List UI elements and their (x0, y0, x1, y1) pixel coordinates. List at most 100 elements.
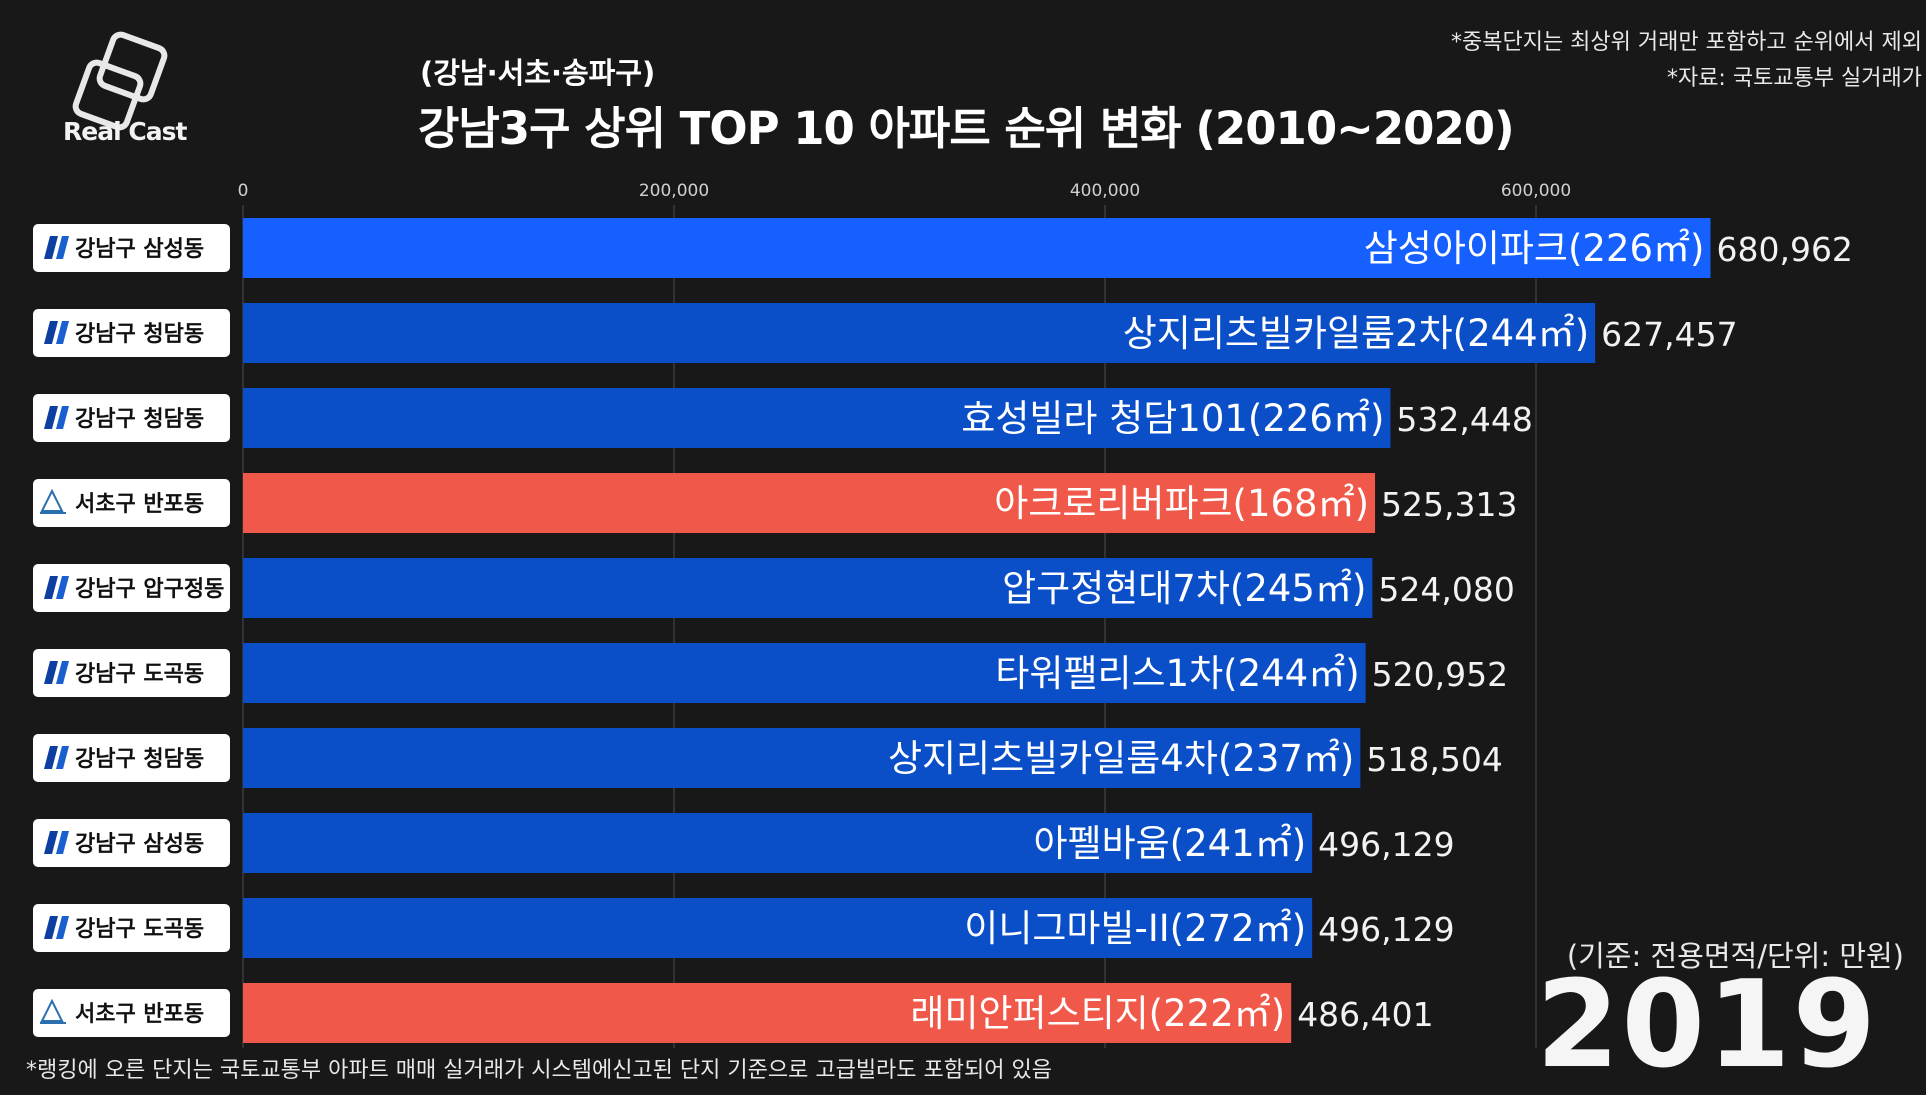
bar (243, 983, 1292, 1043)
bar-value-label: 680,962 (1716, 230, 1852, 269)
gangnam-logo-icon (44, 576, 69, 599)
district-badge (33, 734, 230, 782)
gangnam-logo-part (44, 236, 58, 259)
gangnam-logo-part (56, 321, 69, 344)
note-source: *자료: 국토교통부 실거래가 (1666, 66, 1922, 91)
gangnam-logo-part (44, 406, 58, 429)
chart-subtitle: (강남·서초·송파구) (420, 56, 656, 90)
bar-name-label: 효성빌라 청담101(226㎡) (961, 397, 1384, 440)
bar-name-label: 압구정현대7차(245㎡) (1002, 567, 1366, 610)
x-tick-label: 0 (238, 181, 249, 201)
gangnam-logo-part (56, 406, 69, 429)
district-label: 강남구 도곡동 (75, 917, 204, 942)
gangnam-logo-part (56, 916, 69, 939)
district-badge (33, 819, 230, 867)
bar-value-label: 520,952 (1372, 655, 1508, 694)
gangnam-logo-part (56, 831, 69, 854)
bar-row: 서초구 반포동 아크로리버파크(168㎡) 525,313 (33, 473, 1518, 533)
gangnam-logo-part (56, 576, 69, 599)
district-label: 서초구 반포동 (75, 492, 204, 517)
gangnam-logo-icon (44, 236, 69, 259)
district-badge (33, 224, 230, 272)
gangnam-logo-part (56, 746, 69, 769)
gangnam-logo-part (44, 321, 58, 344)
bar-name-label: 래미안퍼스티지(222㎡) (910, 992, 1285, 1035)
bar-name-label: 이니그마빌-II(272㎡) (964, 907, 1306, 950)
bar-value-label: 627,457 (1601, 315, 1737, 354)
gangnam-logo-part (44, 916, 58, 939)
gangnam-logo-icon (44, 661, 69, 684)
district-badge (33, 564, 230, 612)
bar-name-label: 상지리츠빌카일룸4차(237㎡) (888, 737, 1354, 780)
district-badge (33, 649, 230, 697)
district-label: 강남구 삼성동 (75, 832, 204, 857)
gangnam-logo-icon (44, 406, 69, 429)
bar-value-label: 525,313 (1381, 485, 1517, 524)
gangnam-logo-part (44, 831, 58, 854)
district-badge (33, 904, 230, 952)
realcast-logo-icon (72, 31, 168, 131)
gangnam-logo-icon (44, 916, 69, 939)
gangnam-logo-part (56, 236, 69, 259)
gangnam-logo-part (44, 576, 58, 599)
bar-name-label: 타워팰리스1차(244㎡) (995, 652, 1359, 695)
bar-row: 강남구 청담동 효성빌라 청담101(226㎡) 532,448 (33, 388, 1533, 448)
gangnam-logo-icon (44, 746, 69, 769)
bar-row: 강남구 도곡동 타워팰리스1차(244㎡) 520,952 (33, 643, 1508, 703)
bar (243, 303, 1596, 363)
district-badge (33, 989, 230, 1037)
bar (243, 558, 1373, 618)
bar-value-label: 486,401 (1297, 995, 1433, 1034)
district-badge (33, 479, 230, 527)
bar (243, 388, 1391, 448)
bar-row: 강남구 삼성동 삼성아이파크(226㎡) 680,962 (33, 218, 1853, 278)
seocho-logo-part (40, 488, 64, 512)
bar-value-label: 518,504 (1366, 740, 1502, 779)
bar-row: 강남구 삼성동 아펠바움(241㎡) 496,129 (33, 813, 1455, 873)
bar (243, 898, 1313, 958)
bar-row: 강남구 청담동 상지리츠빌카일룸4차(237㎡) 518,504 (33, 728, 1503, 788)
district-badge (33, 309, 230, 357)
bar-value-label: 524,080 (1378, 570, 1514, 609)
gangnam-logo-icon (44, 321, 69, 344)
footnote: *랭킹에 오른 단지는 국토교통부 아파트 매매 실거래가 시스템에신고된 단지… (26, 1058, 1052, 1083)
bar-row: 강남구 도곡동 이니그마빌-II(272㎡) 496,129 (33, 898, 1455, 958)
chart-title: 강남3구 상위 TOP 10 아파트 순위 변화 (2010~2020) (418, 102, 1515, 155)
district-label: 강남구 압구정동 (75, 577, 224, 602)
year-label: 2019 (1536, 956, 1878, 1095)
x-tick-label: 200,000 (639, 181, 709, 201)
bar (243, 473, 1376, 533)
seocho-logo-icon (40, 998, 66, 1024)
district-label: 강남구 도곡동 (75, 662, 204, 687)
district-label: 강남구 청담동 (75, 322, 204, 347)
bar-name-label: 상지리츠빌카일룸2차(244㎡) (1123, 312, 1589, 355)
unit-label: (기준: 전용면적/단위: 만원) (1566, 939, 1904, 973)
gangnam-logo-icon (44, 831, 69, 854)
bar (243, 728, 1361, 788)
district-label: 강남구 청담동 (75, 747, 204, 772)
bar-value-label: 496,129 (1318, 825, 1454, 864)
bar (243, 218, 1711, 278)
district-label: 강남구 청담동 (75, 407, 204, 432)
bar-chart: 0 200,000 400,000 600,000 강남구 삼성동 삼성아이파크(226㎡… (33, 181, 1853, 1048)
bar-name-label: 아크로리버파크(168㎡) (994, 482, 1369, 525)
bar-name-label: 아펠바움(241㎡) (1034, 822, 1307, 865)
district-label: 강남구 삼성동 (75, 237, 204, 262)
bar (243, 813, 1313, 873)
seocho-logo-part (40, 998, 64, 1022)
bar-value-label: 532,448 (1396, 400, 1532, 439)
bar-name-label: 삼성아이파크(226㎡) (1364, 227, 1705, 270)
bar-row: 강남구 압구정동 압구정현대7차(245㎡) 524,080 (33, 558, 1515, 618)
bar (243, 643, 1366, 703)
bar-value-label: 496,129 (1318, 910, 1454, 949)
x-tick-label: 400,000 (1070, 181, 1140, 201)
x-tick-label: 600,000 (1501, 181, 1571, 201)
note-duplicate: *중복단지는 최상위 거래만 포함하고 순위에서 제외 (1450, 30, 1922, 55)
district-label: 서초구 반포동 (75, 1002, 204, 1027)
bar-row: 강남구 청담동 상지리츠빌카일룸2차(244㎡) 627,457 (33, 303, 1738, 363)
bar-row: 서초구 반포동 래미안퍼스티지(222㎡) 486,401 (33, 983, 1434, 1043)
seocho-logo-icon (40, 488, 66, 514)
gangnam-logo-part (44, 661, 58, 684)
gangnam-logo-part (44, 746, 58, 769)
